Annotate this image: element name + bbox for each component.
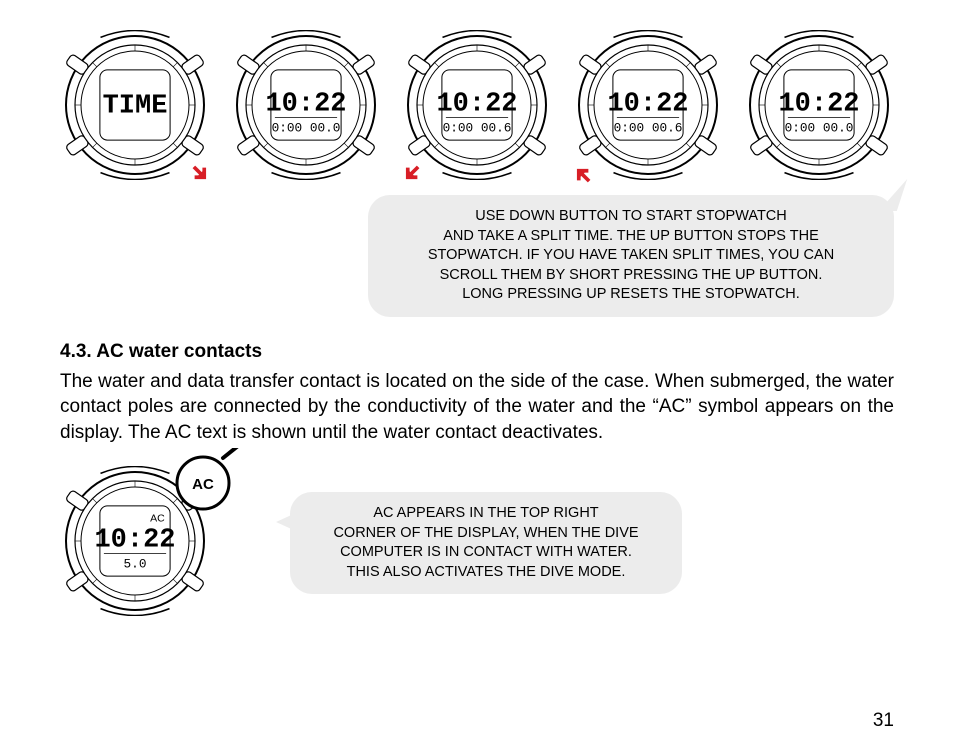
svg-text:0:00 00.0: 0:00 00.0 [785, 121, 854, 136]
callout-text: AC APPEARS IN THE TOP RIGHTCORNER OF THE… [316, 504, 656, 582]
watch: 10:22 0:00 00.0 [744, 30, 894, 185]
watch-icon: 10:22 0:00 00.6 [402, 30, 552, 180]
section-heading: 4.3. AC water contacts [60, 341, 894, 363]
callout-line: USE DOWN BUTTON TO START STOPWATCH [396, 207, 866, 227]
svg-text:10:22: 10:22 [436, 89, 517, 119]
svg-text:10:22: 10:22 [778, 89, 859, 119]
stopwatch-callout: USE DOWN BUTTON TO START STOPWATCHAND TA… [368, 195, 894, 317]
svg-text:5.0: 5.0 [124, 556, 147, 571]
callout-line: CORNER OF THE DISPLAY, WHEN THE DIVE [316, 524, 656, 544]
watch-row: TIME 10:22 0:00 00.0 10:22 0:00 00.6 [60, 30, 894, 185]
svg-text:AC: AC [192, 476, 214, 493]
watch-icon: TIME [60, 30, 210, 180]
svg-text:10:22: 10:22 [607, 89, 688, 119]
ac-callout: AC APPEARS IN THE TOP RIGHTCORNER OF THE… [290, 492, 682, 594]
watch-icon: 10:22 0:00 00.0 [744, 30, 894, 180]
action-arrow [571, 163, 593, 185]
watch: 10:22 0:00 00.6 [573, 30, 723, 185]
svg-text:10:22: 10:22 [94, 525, 175, 555]
watch: TIME [60, 30, 210, 185]
watch-icon: 10:22 0:00 00.6 [573, 30, 723, 180]
action-arrow [190, 163, 212, 185]
svg-text:0:00 00.6: 0:00 00.6 [614, 121, 683, 136]
callout-line: SCROLL THEM BY SHORT PRESSING THE UP BUT… [396, 266, 866, 286]
callout-line: THIS ALSO ACTIVATES THE DIVE MODE. [316, 563, 656, 583]
svg-text:0:00 00.0: 0:00 00.0 [272, 121, 341, 136]
callout-line: STOPWATCH. IF YOU HAVE TAKEN SPLIT TIMES… [396, 246, 866, 266]
callout-line: AC APPEARS IN THE TOP RIGHT [316, 504, 656, 524]
svg-text:TIME: TIME [103, 92, 168, 122]
manual-page: TIME 10:22 0:00 00.0 10:22 0:00 00.6 [0, 0, 954, 756]
watch-icon: 10:22 0:00 00.0 [231, 30, 381, 180]
watch: 10:22 0:00 00.6 [402, 30, 552, 185]
ac-watch: 10:225.0 AC AC [60, 466, 260, 621]
callout-tail [276, 512, 298, 532]
callout-line: LONG PRESSING UP RESETS THE STOPWATCH. [396, 285, 866, 305]
watch: 10:22 0:00 00.0 [231, 30, 381, 185]
magnifier-icon: AC [168, 448, 248, 528]
callout-line: COMPUTER IS IN CONTACT WITH WATER. [316, 543, 656, 563]
arrow-icon [571, 163, 593, 185]
svg-text:10:22: 10:22 [265, 89, 346, 119]
ac-row: 10:225.0 AC AC AC APPEARS IN THE TOP RIGH… [60, 466, 894, 621]
page-number: 31 [873, 710, 894, 732]
action-arrow [400, 163, 422, 185]
arrow-icon [190, 163, 212, 185]
svg-text:0:00 00.6: 0:00 00.6 [443, 121, 512, 136]
callout-line: AND TAKE A SPLIT TIME. THE UP BUTTON STO… [396, 227, 866, 247]
body-paragraph: The water and data transfer contact is l… [60, 369, 894, 446]
callout-text: USE DOWN BUTTON TO START STOPWATCHAND TA… [396, 207, 866, 305]
svg-text:AC: AC [150, 512, 165, 524]
arrow-icon [400, 163, 422, 185]
